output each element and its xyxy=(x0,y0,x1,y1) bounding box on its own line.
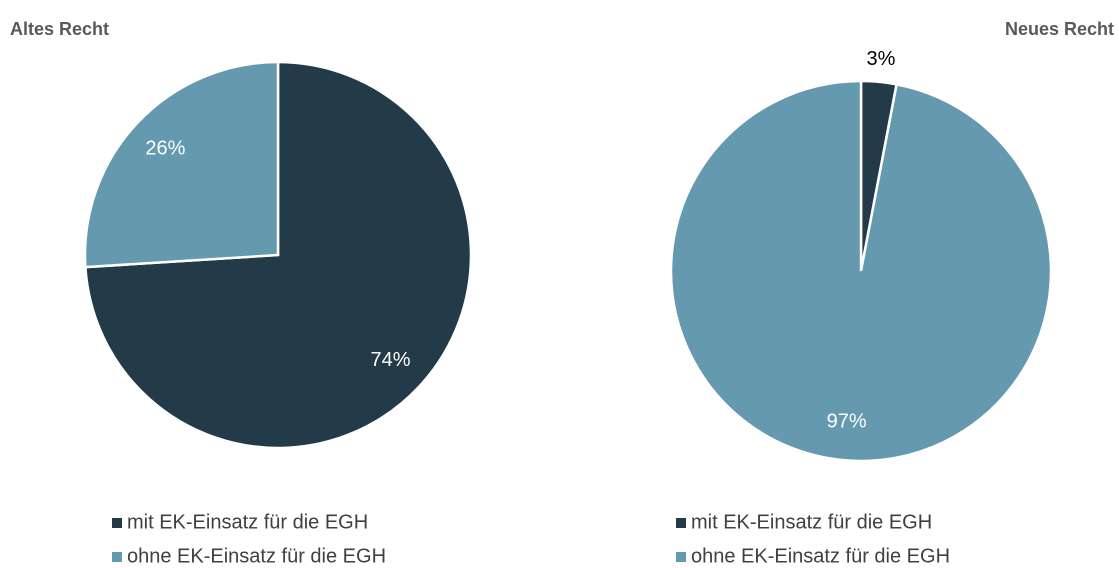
legend-label: ohne EK-Einsatz für die EGH xyxy=(691,545,950,567)
pie-slice xyxy=(669,79,1053,463)
data-label: 97% xyxy=(827,411,867,433)
legend-swatch xyxy=(676,552,686,562)
chart-title: Altes Recht xyxy=(10,19,109,39)
pie-slice xyxy=(83,60,280,269)
data-label: 74% xyxy=(371,349,411,371)
chart-title: Neues Recht xyxy=(1005,19,1114,39)
legend-label: ohne EK-Einsatz für die EGH xyxy=(127,545,386,567)
data-label: 3% xyxy=(866,48,895,70)
legend-label: mit EK-Einsatz für die EGH xyxy=(691,511,932,533)
legend-swatch xyxy=(676,518,686,528)
legend-swatch xyxy=(112,552,122,562)
data-label: 26% xyxy=(145,138,185,160)
legend-swatch xyxy=(112,518,122,528)
legend-label: mit EK-Einsatz für die EGH xyxy=(127,511,368,533)
